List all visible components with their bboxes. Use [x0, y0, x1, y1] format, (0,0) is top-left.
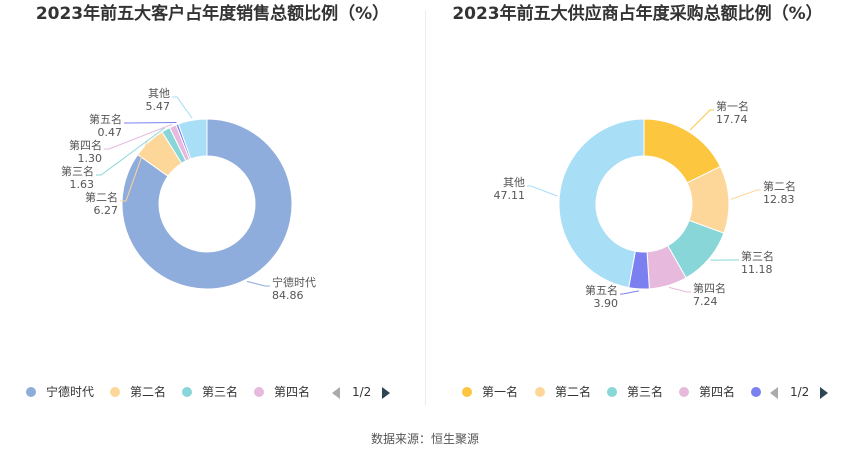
legend-label: 第一名 [482, 385, 519, 399]
legend-dot [254, 387, 264, 397]
prev-page-icon[interactable] [332, 387, 340, 399]
leader-line-1 [246, 280, 270, 287]
data-source: 数据来源：恒生聚源 [370, 432, 479, 446]
legend-label: 第三名 [627, 385, 664, 399]
slice-value-1: 17.74 [716, 113, 748, 126]
legend-page-indicator: 1/2 [790, 385, 810, 399]
supplier-chart-panel: 第一名 17.74 第二名 12.83 第三名 11.18 第四名 7.24 第五名 3.90 其他… [425, 0, 850, 420]
slice-label-3: 第三名 [741, 249, 774, 263]
customer-chart-title: 2023年前五大客户占年度销售总额比例（%） [35, 4, 390, 24]
supplier-legend-pager: 1/2 [770, 382, 840, 402]
legend-dot [535, 387, 545, 397]
slice-label-2: 第二名 [763, 179, 796, 193]
slice-label-4: 第四名 [693, 281, 726, 295]
leader-line-4 [104, 123, 173, 150]
leader-line-1 [689, 109, 714, 131]
slice-value-4: 7.24 [693, 295, 718, 308]
legend-dot [182, 387, 192, 397]
legend-dot [679, 387, 689, 397]
slice-label-1: 宁德时代 [272, 275, 316, 289]
slice-value-5: 3.90 [594, 297, 619, 310]
supplier-chart-title: 2023年前五大供应商占年度采购总额比例（%） [452, 4, 823, 24]
slice-value-6: 47.11 [494, 189, 526, 202]
slice-1[interactable] [121, 118, 293, 290]
legend-dot [462, 387, 472, 397]
slice-value-2: 12.83 [763, 193, 795, 206]
prev-page-icon[interactable] [770, 387, 778, 399]
leader-line-4 [668, 286, 691, 293]
slice-value-2: 6.27 [94, 204, 119, 217]
leader-line-2 [120, 140, 148, 202]
slice-6[interactable] [177, 118, 208, 160]
leader-line-5 [620, 290, 639, 295]
legend-label: 第四名 [274, 385, 311, 399]
slice-label-3: 第三名 [61, 164, 94, 178]
next-page-icon[interactable] [820, 387, 828, 399]
slice-label-5: 第五名 [585, 283, 618, 297]
legend-label: 第三名 [202, 385, 239, 399]
slice-value-3: 1.63 [70, 178, 95, 191]
slice-label-1: 第一名 [716, 99, 749, 113]
slice-label-5: 第五名 [89, 112, 122, 126]
legend-label: 第二名 [555, 385, 592, 399]
legend-dot [110, 387, 120, 397]
legend-label: 第四名 [699, 385, 736, 399]
slice-label-6: 其他 [503, 176, 525, 189]
leader-line-6 [172, 96, 193, 119]
legend-page-indicator: 1/2 [352, 385, 372, 399]
next-page-icon[interactable] [382, 387, 390, 399]
leader-line-6 [527, 185, 558, 197]
slice-value-1: 84.86 [272, 289, 304, 302]
slice-label-6: 其他 [148, 87, 170, 100]
legend-dot [26, 387, 36, 397]
slice-value-3: 11.18 [741, 263, 773, 276]
legend-dot [751, 387, 761, 397]
slice-6[interactable] [558, 118, 645, 289]
leader-line-3 [96, 127, 166, 176]
legend-label: 宁德时代 [46, 385, 95, 399]
slice-value-5: 0.47 [98, 126, 123, 139]
slice-label-2: 第二名 [85, 190, 118, 204]
slice-value-6: 5.47 [146, 100, 171, 113]
leader-line-2 [730, 189, 761, 200]
customer-legend-pager: 1/2 [332, 382, 402, 402]
slice-label-4: 第四名 [69, 138, 102, 152]
panel-divider [425, 10, 426, 405]
legend-dot [607, 387, 617, 397]
customer-chart-panel: 宁德时代 84.86 第二名 6.27 第三名 1.63 第四名 1.30 第五名 0.47 其他 5… [0, 0, 425, 420]
legend-label: 第二名 [130, 385, 167, 399]
slice-value-4: 1.30 [78, 152, 103, 165]
